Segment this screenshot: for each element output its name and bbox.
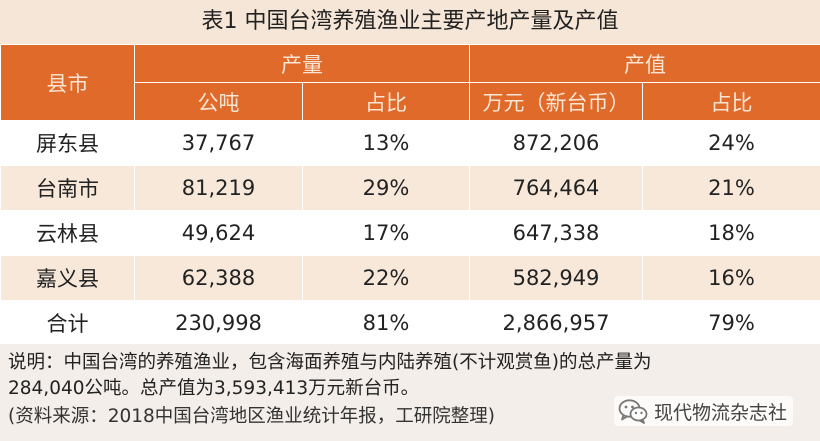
header-county: 县市 [0,44,135,121]
header-row-top: 县市 产量 产值 [0,44,820,121]
header-production: 产量 [134,44,470,83]
watermark-label: 现代物流杂志社 [654,401,788,424]
header-prod-share: 占比 [302,82,470,121]
cell-value: 764,464 [469,165,643,211]
cell-prod-share: 81% [302,300,470,346]
header-row-sub: 公吨 占比 万元（新台币） 占比 [0,82,820,121]
cell-county: 嘉义县 [0,255,135,301]
wechat-icon [618,399,648,424]
table-row-total: 合计 230,998 81% 2,866,957 79% [0,300,820,346]
note-source: (资料来源：2018中国台湾地区渔业统计年报，工研院整理) [8,406,496,427]
note-line: 说明：中国台湾的养殖渔业，包含海面养殖与内陆养殖(不计观赏鱼)的总产量为 [8,352,652,373]
header-value-share: 占比 [642,82,820,121]
cell-value: 872,206 [469,120,643,166]
cell-prod-share: 13% [302,120,470,166]
cell-production: 62,388 [134,255,303,301]
table-row: 屏东县 37,767 13% 872,206 24% [0,120,820,166]
cell-production: 37,767 [134,120,303,166]
table-title: 表1 中国台湾养殖渔业主要产地产量及产值 [0,0,820,44]
cell-value: 582,949 [469,255,643,301]
header-value-unit: 万元（新台币） [469,82,643,121]
cell-value-share: 24% [642,120,820,166]
table-row: 台南市 81,219 29% 764,464 21% [0,165,820,211]
cell-value: 647,338 [469,210,643,256]
cell-value-share: 79% [642,300,820,346]
table-row: 云林县 49,624 17% 647,338 18% [0,210,820,256]
table-row: 嘉义县 62,388 22% 582,949 16% [0,255,820,301]
cell-county: 合计 [0,300,135,346]
cell-county: 屏东县 [0,120,135,166]
cell-production: 49,624 [134,210,303,256]
cell-value-share: 21% [642,165,820,211]
cell-value-share: 18% [642,210,820,256]
aquaculture-table: 县市 产量 产值 公吨 占比 万元（新台币） 占比 屏东县 37,767 13%… [0,44,820,346]
cell-county: 台南市 [0,165,135,211]
cell-production: 81,219 [134,165,303,211]
cell-value: 2,866,957 [469,300,643,346]
wechat-watermark: 现代物流杂志社 [614,396,794,426]
cell-value-share: 16% [642,255,820,301]
header-value: 产值 [469,44,820,83]
cell-prod-share: 29% [302,165,470,211]
header-prod-unit: 公吨 [134,82,303,121]
table-note: 说明：中国台湾的养殖渔业，包含海面养殖与内陆养殖(不计观赏鱼)的总产量为 284… [0,344,820,441]
cell-prod-share: 17% [302,210,470,256]
cell-production: 230,998 [134,300,303,346]
cell-county: 云林县 [0,210,135,256]
cell-prod-share: 22% [302,255,470,301]
note-line: 284,040公吨。总产值为3,593,413万元新台币。 [8,378,420,399]
